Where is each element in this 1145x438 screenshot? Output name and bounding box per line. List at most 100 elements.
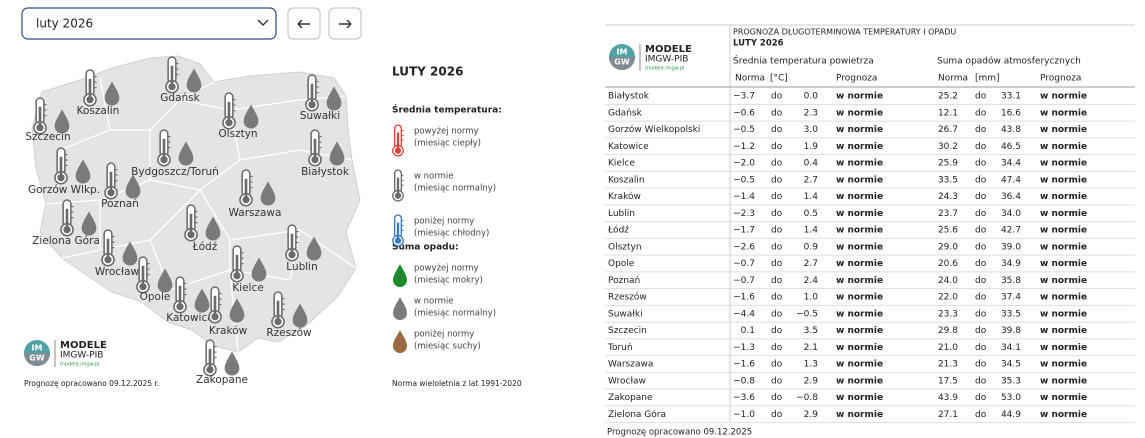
table-cell: w normie <box>836 242 883 252</box>
row-label: Lublin <box>608 209 635 219</box>
table-cell: w normie <box>1040 393 1087 403</box>
thermometer-icon <box>392 169 404 202</box>
table-cell: 17.5 <box>938 376 958 386</box>
table-cell: w normie <box>1040 226 1087 236</box>
table-cell: do <box>975 125 987 135</box>
drop-icon <box>326 86 342 111</box>
legend-item: poniżej normy <box>414 217 474 227</box>
next-button[interactable] <box>328 7 362 40</box>
drop <box>224 351 240 376</box>
table-cell: 34.4 <box>1001 159 1021 169</box>
thermometer-icon <box>101 229 115 267</box>
table-cell: 36.4 <box>1001 192 1021 202</box>
row-label: Zakopane <box>608 393 653 403</box>
row-label: Warszawa <box>608 360 653 370</box>
table-cell: do <box>975 226 987 236</box>
thermometer-icon <box>184 204 198 242</box>
prev-button[interactable] <box>287 7 321 40</box>
thermometer-fill <box>311 156 319 164</box>
row-label: Rzeszów <box>608 292 647 303</box>
table-cell: do <box>975 376 987 386</box>
table-cell: 2.7 <box>804 175 818 185</box>
table-cell: −0.8 <box>733 376 755 386</box>
logo-mark-text: GW <box>29 354 45 363</box>
table-cell: w normie <box>836 125 883 135</box>
table-cell: do <box>771 192 783 202</box>
legend: LUTY 2026 Średnia temperatura: Suma opad… <box>392 65 522 389</box>
city-label: Rzeszów <box>266 327 312 339</box>
table-cell: −3.6 <box>733 393 755 403</box>
table-cell: 12.1 <box>938 108 958 118</box>
drop-icon <box>125 174 141 199</box>
thermometer-icon <box>104 162 118 200</box>
table-cell: 35.3 <box>1001 376 1021 386</box>
chevron <box>257 19 269 26</box>
column-header: Prognoza <box>1040 74 1081 84</box>
table-cell: 2.9 <box>804 376 819 386</box>
row-label: Katowice <box>608 142 649 152</box>
table-cell: 20.6 <box>938 259 958 269</box>
logo-mark-text: GW <box>614 58 630 67</box>
table-cell: w normie <box>836 276 883 286</box>
drop <box>54 109 70 134</box>
column-header: Prognoza <box>836 74 877 84</box>
table-cell: w normie <box>1040 92 1087 102</box>
table-cell: do <box>975 326 987 336</box>
thermometer-icon <box>308 129 322 167</box>
month-select-value[interactable]: luty 2026 <box>36 17 93 31</box>
thermometer-fill <box>57 174 65 182</box>
thermometer-fill <box>233 272 241 280</box>
drop-icon <box>157 268 173 293</box>
table-cell: do <box>975 360 987 370</box>
thermometer-icon <box>222 92 236 130</box>
table-cell: do <box>771 360 783 370</box>
table-footnote: Prognozę opracowano 09.12.2025 <box>607 428 752 438</box>
table-cell: do <box>771 259 783 269</box>
thermometer-fill <box>310 83 314 105</box>
row-label: Kraków <box>608 191 641 202</box>
drop <box>292 303 308 328</box>
drop <box>104 81 120 106</box>
drop <box>260 181 276 206</box>
table-cell: do <box>771 108 783 118</box>
drop-icon <box>306 236 322 261</box>
row-label: Szczecin <box>608 326 647 336</box>
table-cell: do <box>975 175 987 185</box>
table-cell: do <box>975 159 987 169</box>
thermometer-fill <box>36 124 44 132</box>
table-cell: 34.5 <box>1001 360 1021 370</box>
table-cell: w normie <box>1040 142 1087 152</box>
thermometer-fill <box>168 83 176 91</box>
table-cell: w normie <box>1040 108 1087 118</box>
legend-item: w normie <box>414 297 453 307</box>
thermometer-fill <box>211 313 219 321</box>
legend-item-note: (miesiąc chłodny) <box>414 229 489 239</box>
table-cell: 53.0 <box>1001 393 1021 403</box>
table-cell: 25.9 <box>938 159 958 169</box>
drop-icon <box>251 257 267 282</box>
thermometer-icon <box>60 199 74 237</box>
table-cell: 29.0 <box>938 242 958 252</box>
table-cell: −1.2 <box>733 142 755 152</box>
thermometer-fill <box>288 251 296 259</box>
table-cell: 44.9 <box>1001 410 1021 420</box>
thermometer-icon <box>157 129 171 167</box>
table-title: PROGNOZA DŁUGOTERMINOWA TEMPERATURY I OP… <box>733 28 956 37</box>
table-cell: w normie <box>1040 410 1087 420</box>
table-cell: −4.4 <box>733 309 755 319</box>
table-cell: w normie <box>1040 276 1087 286</box>
drop-icon <box>122 241 138 266</box>
drop-icon <box>292 303 308 328</box>
table-cell: w normie <box>836 259 883 269</box>
table-cell: w normie <box>836 108 883 118</box>
table-cell: w normie <box>836 309 883 319</box>
month-select[interactable]: luty 2026 <box>21 7 277 40</box>
table-cell: do <box>771 226 783 236</box>
drop-icon <box>329 141 345 166</box>
table-cell: 22.0 <box>938 293 958 303</box>
thermometer-fill <box>208 348 212 370</box>
table-cell: −0.7 <box>733 259 755 269</box>
table-cell: do <box>975 142 987 152</box>
drop-icon <box>229 298 245 323</box>
